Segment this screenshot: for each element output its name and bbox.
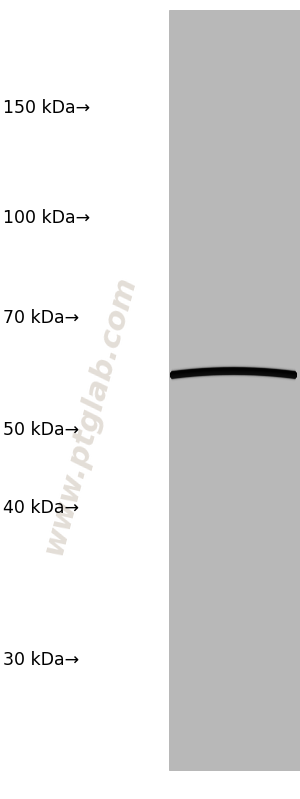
- Text: www.ptglab.com: www.ptglab.com: [39, 272, 141, 559]
- Text: 100 kDa→: 100 kDa→: [3, 209, 90, 227]
- Text: 50 kDa→: 50 kDa→: [3, 421, 79, 439]
- Text: 30 kDa→: 30 kDa→: [3, 651, 79, 669]
- Text: 70 kDa→: 70 kDa→: [3, 309, 79, 327]
- Bar: [169, 10, 300, 770]
- Text: 40 kDa→: 40 kDa→: [3, 499, 79, 517]
- Text: 150 kDa→: 150 kDa→: [3, 99, 90, 117]
